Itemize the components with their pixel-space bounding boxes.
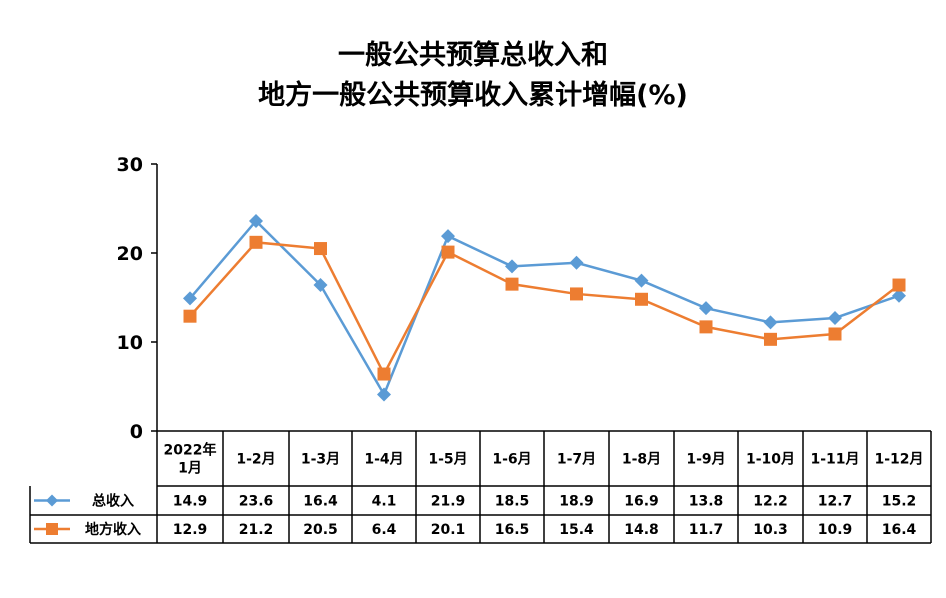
table-value: 11.7 bbox=[689, 522, 724, 538]
table-value: 21.2 bbox=[239, 522, 274, 538]
table-value: 20.5 bbox=[303, 522, 338, 538]
data-point-square bbox=[828, 327, 842, 341]
legend-label: 地方收入 bbox=[85, 521, 141, 538]
category-label: 1-12月 bbox=[874, 452, 923, 468]
category-label: 1-11月 bbox=[810, 452, 859, 468]
data-point-square bbox=[699, 320, 713, 334]
table-value: 16.4 bbox=[303, 494, 338, 510]
chart-title-line1: 一般公共预算总收入和 bbox=[338, 40, 608, 71]
data-point-square bbox=[183, 309, 197, 323]
data-point-diamond bbox=[892, 288, 906, 303]
category-label: 2022年 bbox=[164, 442, 217, 459]
table-value: 15.4 bbox=[559, 522, 594, 538]
data-point-square bbox=[570, 287, 583, 301]
data-point-diamond bbox=[249, 213, 263, 228]
category-label: 1-6月 bbox=[492, 452, 531, 468]
table-value: 14.8 bbox=[624, 522, 659, 538]
legend-marker-square bbox=[46, 523, 58, 535]
category-label: 1-3月 bbox=[301, 452, 340, 468]
data-point-diamond bbox=[441, 229, 455, 244]
data-point-square bbox=[505, 277, 519, 291]
category-label: 1-8月 bbox=[622, 452, 661, 468]
data-point-square bbox=[764, 332, 777, 346]
legend-marker-diamond bbox=[46, 494, 58, 507]
table-value: 13.8 bbox=[689, 494, 724, 510]
table-value: 6.4 bbox=[372, 522, 397, 538]
category-label: 1-7月 bbox=[557, 452, 596, 468]
chart-title-line2: 地方一般公共预算收入累计增幅(%) bbox=[258, 80, 688, 111]
table-value: 10.3 bbox=[753, 522, 788, 538]
table-value: 16.5 bbox=[495, 522, 530, 538]
category-label: 1月 bbox=[178, 461, 202, 477]
category-label: 1-5月 bbox=[428, 452, 467, 468]
data-point-diamond bbox=[569, 255, 584, 270]
table-value: 23.6 bbox=[239, 494, 274, 510]
legend-label: 总收入 bbox=[92, 493, 134, 510]
series-line-1 bbox=[189, 219, 900, 398]
y-tick-label: 30 bbox=[117, 154, 143, 176]
y-tick-label: 0 bbox=[130, 421, 143, 443]
data-point-square bbox=[635, 292, 648, 306]
table-value: 20.1 bbox=[431, 522, 466, 538]
table-value: 16.4 bbox=[882, 522, 917, 538]
table-value: 12.9 bbox=[173, 522, 208, 538]
category-label: 1-9月 bbox=[686, 452, 725, 468]
data-point-square bbox=[314, 242, 327, 256]
data-point-diamond bbox=[505, 259, 519, 274]
table-value: 12.7 bbox=[818, 494, 853, 510]
category-label: 1-4月 bbox=[364, 452, 403, 468]
data-point-square bbox=[377, 367, 391, 381]
table-value: 12.2 bbox=[753, 494, 788, 510]
table-value: 4.1 bbox=[372, 494, 397, 510]
category-label: 1-2月 bbox=[236, 452, 275, 468]
data-point-square bbox=[892, 278, 906, 292]
table-value: 18.9 bbox=[559, 494, 594, 510]
data-point-diamond bbox=[828, 310, 842, 325]
data-point-diamond bbox=[183, 291, 197, 306]
y-tick-label: 10 bbox=[117, 332, 143, 354]
y-tick-label: 20 bbox=[117, 243, 143, 265]
table-value: 21.9 bbox=[431, 494, 466, 510]
table-value: 18.5 bbox=[495, 494, 530, 510]
table-value: 14.9 bbox=[173, 494, 208, 510]
category-label: 1-10月 bbox=[746, 452, 795, 468]
data-point-square bbox=[441, 245, 455, 259]
data-point-diamond bbox=[634, 273, 649, 288]
data-point-diamond bbox=[377, 387, 391, 402]
data-point-diamond bbox=[313, 278, 328, 293]
table-value: 10.9 bbox=[818, 522, 853, 538]
data-point-diamond bbox=[699, 301, 713, 316]
data-point-square bbox=[249, 235, 263, 249]
series-line-2 bbox=[189, 241, 900, 377]
table-value: 16.9 bbox=[624, 494, 659, 510]
data-point-diamond bbox=[763, 315, 778, 330]
table-value: 15.2 bbox=[882, 494, 917, 510]
